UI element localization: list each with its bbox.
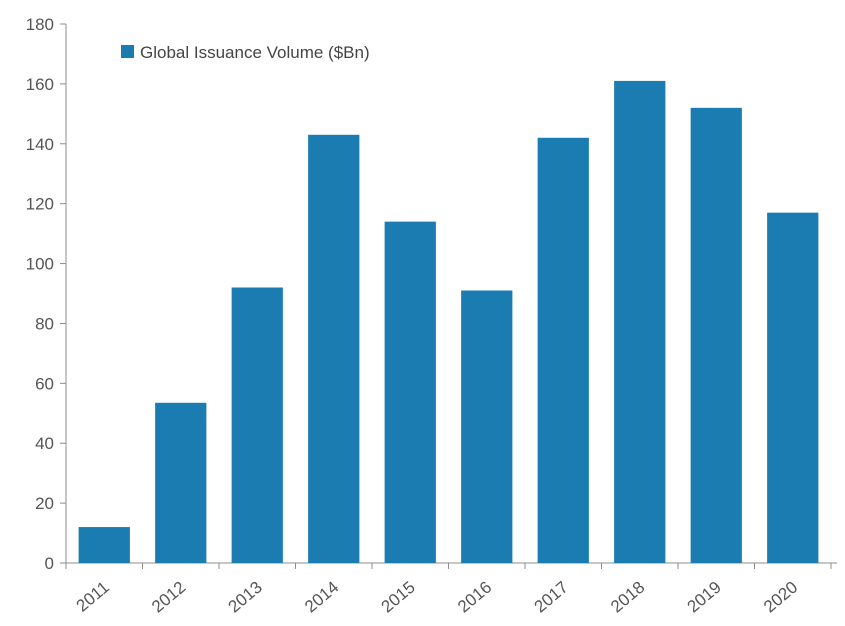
bar-2013 [231, 287, 283, 563]
y-tick-label: 0 [45, 554, 54, 573]
bar-2015 [384, 221, 436, 563]
bar-2018 [614, 80, 666, 564]
y-tick-label: 60 [35, 374, 54, 393]
y-tick-label: 120 [26, 195, 54, 214]
legend: Global Issuance Volume ($Bn) [121, 43, 370, 62]
x-tick-label: 2017 [531, 578, 572, 617]
x-tick-label: 2020 [760, 578, 801, 617]
x-tick-label: 2011 [73, 578, 113, 616]
bar-2011 [78, 527, 130, 563]
x-tick-label: 2016 [454, 578, 495, 617]
x-tick-labels: 2011 2012 2013 2014 2015 2016 2017 2018 2019 2020 [73, 578, 802, 617]
x-tick-label: 2014 [301, 578, 342, 617]
y-tick-label: 100 [26, 255, 54, 274]
y-tick-label: 40 [35, 434, 54, 453]
y-tick-label: 20 [35, 494, 54, 513]
bar-2020 [767, 212, 819, 563]
x-tick-label: 2015 [378, 578, 419, 617]
y-tick-labels: 0 20 40 60 80 100 120 140 160 180 [26, 15, 54, 573]
bars-group [78, 80, 819, 564]
x-tick-label: 2018 [607, 578, 648, 617]
legend-swatch [121, 45, 134, 58]
x-tick-label: 2019 [684, 578, 725, 617]
bar-2019 [690, 107, 742, 563]
x-tick-label: 2013 [225, 578, 266, 617]
bar-2014 [308, 134, 360, 564]
x-tick-label: 2012 [148, 578, 189, 617]
y-tick-label: 140 [26, 135, 54, 154]
legend-label: Global Issuance Volume ($Bn) [140, 43, 370, 62]
bar-2016 [461, 290, 513, 563]
y-tick-label: 80 [35, 314, 54, 333]
y-tick-label: 180 [26, 15, 54, 34]
bar-2017 [537, 137, 589, 564]
bar-2012 [155, 402, 207, 563]
y-tick-label: 160 [26, 75, 54, 94]
